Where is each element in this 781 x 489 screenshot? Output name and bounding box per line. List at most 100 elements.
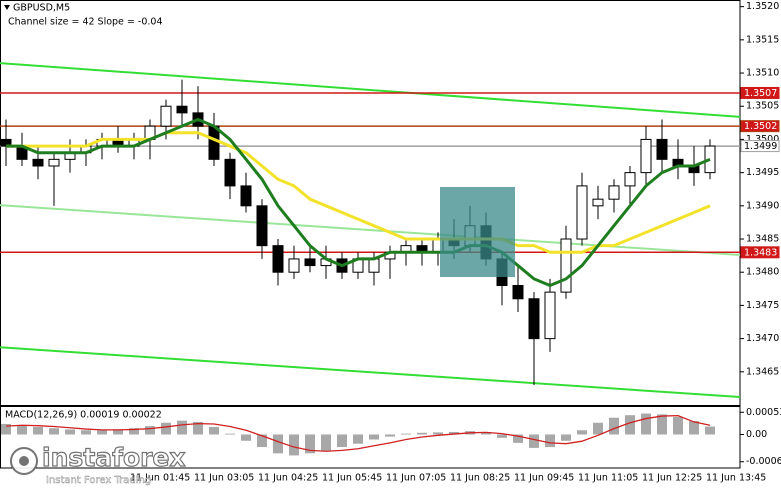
moving-average [6,117,711,288]
candle-body [592,198,604,207]
symbol-icon [4,5,10,10]
highlight-zone [440,187,515,277]
candle-body [656,138,668,160]
trend-line [0,62,741,118]
macd-bar [673,416,683,435]
y-tick-label: 1.3490 [746,200,779,211]
candle-body [288,258,300,273]
candle-body [576,185,588,240]
candle-body [256,205,268,247]
candle-body [32,158,44,167]
macd-bar [625,415,635,435]
level-label: 1.3483 [744,247,777,258]
macd-bar [97,430,107,435]
macd-bar [161,422,171,435]
level-box [740,140,780,153]
candle-body [272,245,284,273]
macd-bar [609,417,619,435]
level-label: 1.3499 [744,141,777,152]
macd-bar [417,432,427,435]
y-tick-label: 1.3495 [746,167,779,178]
candle-body [304,258,316,267]
macd-bar [449,431,459,435]
y-tick-label: 1.3465 [746,366,779,377]
trend-line [0,346,741,399]
macd-bar [369,434,379,440]
candle-body [48,158,60,167]
macd-bar [33,426,43,435]
candle-body [208,125,220,160]
y-tick-label: 1.3505 [746,101,779,112]
y-tick-label: 1.3475 [746,300,779,311]
macd-bar [1,424,11,435]
y-tick-label: 1.3500 [746,134,779,145]
candle-body [176,105,188,114]
macd-bar [657,414,667,435]
macd-title: MACD(12,26,9) 0.00019 0.00022 [5,410,162,421]
x-tick-label: 11 Jun 01:45 [130,473,190,484]
macd-bar [225,433,235,435]
candle-body [224,158,236,187]
y-tick-label: 1.3520 [746,1,779,12]
y-tick-label: 0.00053 [746,407,781,418]
candle-body [368,258,380,273]
candle-body [624,172,636,187]
signal-line [5,414,711,452]
macd-bar [577,430,587,435]
watermark: instaforex Instant Forex Trading [10,442,186,486]
macd-bar [193,421,203,435]
main-frame [0,0,741,406]
macd-bar [257,434,267,448]
x-tick-label: 11 Jun 04:25 [258,473,318,484]
x-tick-label: 11 Jun 09:45 [514,473,574,484]
y-tick-label: 1.3515 [746,34,779,45]
moving-average [6,131,711,254]
macd-bar [593,422,603,435]
macd-bar [49,428,59,435]
y-tick-label: 1.3480 [746,267,779,278]
macd-bar [385,434,395,437]
symbol: GBPUSD,M5 [13,3,70,14]
macd-bar [561,434,571,441]
candle-body [640,138,652,174]
macd-bar [529,434,539,448]
macd-frame [0,406,741,469]
macd-bar [689,421,699,435]
macd-bar [17,425,27,435]
x-tick-label: 11 Jun 05:45 [322,473,382,484]
y-tick-label: 1.3510 [746,68,779,79]
y-tick-label: -0.00065 [746,456,781,467]
macd-bar [641,413,651,435]
macd-bar [433,432,443,435]
macd-bar [289,434,299,456]
trend-line [0,204,741,256]
tagline: Instant Forex Trading [46,475,151,486]
macd-bar [209,426,219,435]
candle-body [544,291,556,340]
macd-bar [321,434,331,451]
macd-bar [513,434,523,443]
logo-core [19,456,29,466]
macd-bar [305,434,315,454]
macd-bar [145,426,155,435]
x-tick-label: 11 Jun 12:25 [642,473,702,484]
candle-body [240,185,252,207]
x-tick-label: 11 Jun 11:05 [578,473,638,484]
macd-bar [177,420,187,435]
x-tick-label: 11 Jun 07:05 [386,473,446,484]
candle-body [704,145,716,174]
level-box [740,120,780,133]
macd-bar [497,434,507,438]
macd-bar [705,426,715,435]
macd-bar [113,429,123,435]
brand: instaforex [42,443,186,472]
macd-bar [353,434,363,444]
y-tick-label: 1.3470 [746,333,779,344]
x-tick-label: 11 Jun 08:25 [450,473,510,484]
candle-body [560,238,572,293]
candle-body [160,105,172,127]
x-tick-label: 11 Jun 13:45 [706,473,766,484]
